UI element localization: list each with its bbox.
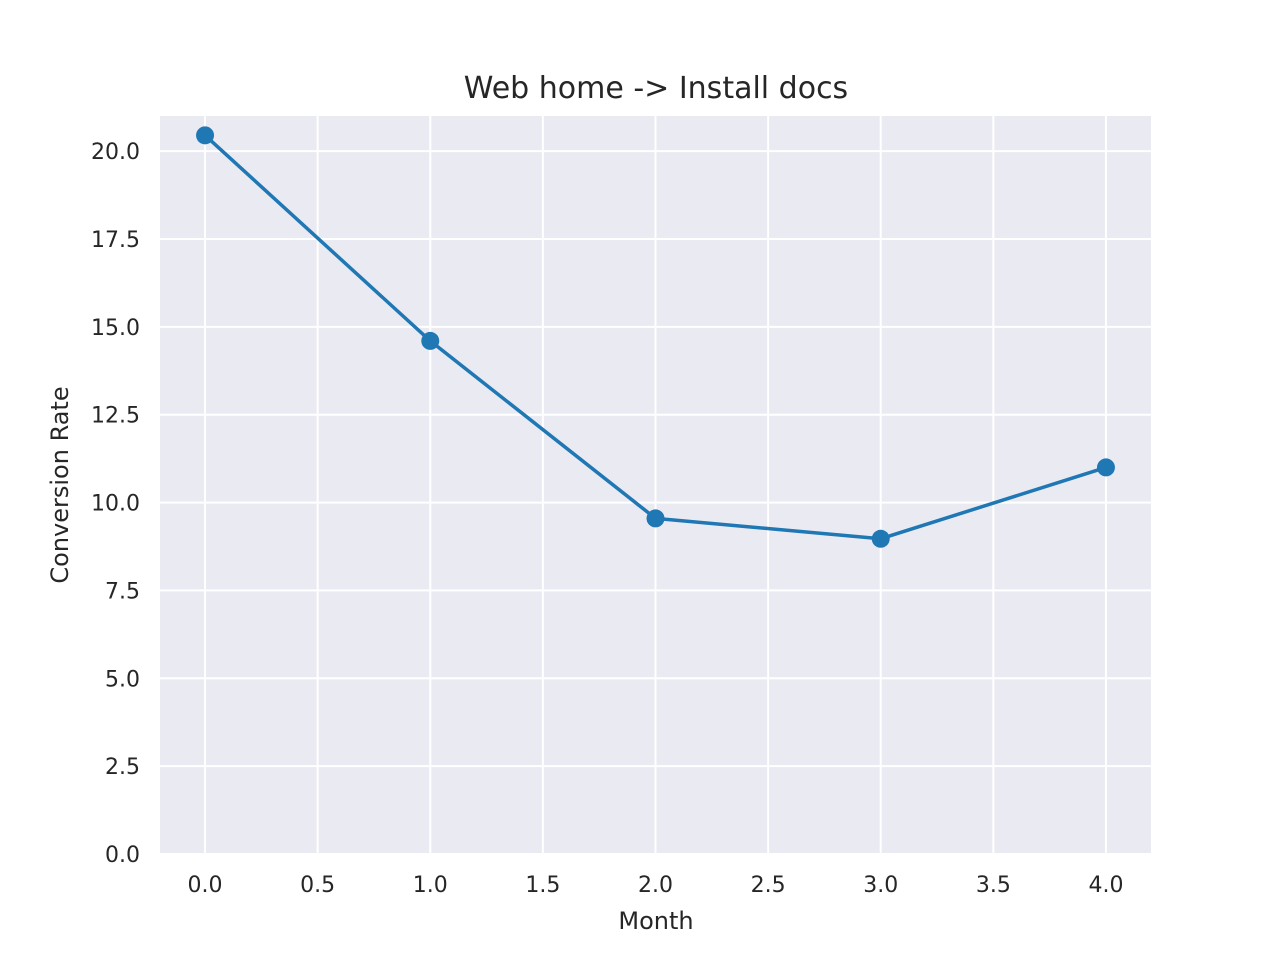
y-tick-label: 10.0	[91, 492, 140, 517]
x-tick-label: 2.5	[751, 873, 786, 898]
x-tick-labels: 0.0 0.5 1.0 1.5 2.0 2.5 3.0 3.5 4.0	[188, 873, 1124, 898]
y-tick-label: 2.5	[105, 755, 140, 780]
x-tick-label: 0.0	[188, 873, 223, 898]
y-tick-label: 0.0	[105, 843, 140, 868]
x-tick-label: 3.5	[976, 873, 1011, 898]
data-point	[196, 126, 215, 145]
x-tick-label: 0.5	[300, 873, 335, 898]
x-tick-label: 1.0	[413, 873, 448, 898]
x-tick-label: 2.0	[638, 873, 673, 898]
y-tick-labels: 0.0 2.5 5.0 7.5 10.0 12.5 15.0 17.5 20.0	[91, 140, 140, 868]
data-point	[421, 331, 440, 350]
x-tick-label: 1.5	[525, 873, 560, 898]
y-gridlines	[160, 150, 1151, 855]
data-point	[646, 509, 665, 528]
x-axis-label: Month	[618, 907, 693, 935]
series-layer	[196, 126, 1115, 548]
y-tick-label: 7.5	[105, 579, 140, 604]
y-tick-label: 15.0	[91, 316, 140, 341]
y-tick-label: 5.0	[105, 667, 140, 692]
chart-title: Web home -> Install docs	[464, 71, 848, 106]
y-tick-label: 17.5	[91, 228, 140, 253]
data-point	[1096, 458, 1115, 477]
y-tick-label: 20.0	[91, 140, 140, 165]
y-axis-label: Conversion Rate	[46, 386, 74, 583]
y-tick-label: 12.5	[91, 404, 140, 429]
x-tick-label: 3.0	[863, 873, 898, 898]
data-point	[871, 529, 890, 548]
x-tick-label: 4.0	[1088, 873, 1123, 898]
